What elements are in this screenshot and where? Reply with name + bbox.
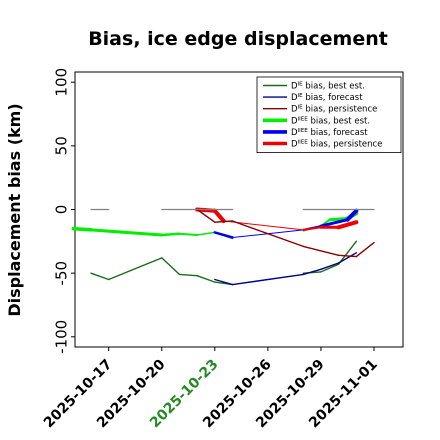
legend-entry-label: DIE bias, best est.: [291, 82, 365, 92]
series-3-segment: [319, 218, 349, 228]
legend-entry-superscript: IIEE: [298, 140, 309, 146]
y-tick-label: 0: [52, 205, 70, 215]
series-0-segment: [196, 231, 216, 236]
series-6-segment: [90, 272, 110, 281]
legend-entry-superscript: IE: [298, 82, 304, 88]
legend: DIE bias, best est.DIE bias, forecastDIE…: [256, 76, 402, 153]
series-6-segment: [161, 257, 181, 276]
series-0-segment: [178, 232, 199, 236]
series-7-segment: [320, 263, 340, 273]
legend-entry-text: bias, forecast: [303, 93, 364, 103]
y-axis-label: Displacement bias (km): [5, 103, 24, 316]
series-6-segment: [107, 257, 163, 281]
legend-box: [256, 76, 402, 153]
series-8-segment: [337, 252, 357, 264]
y-tick-label: 100: [52, 68, 70, 97]
legend-entry-superscript: IE: [298, 105, 304, 111]
legend-entry-label: DIIEE bias, forecast: [291, 128, 368, 138]
legend-entry-base: D: [291, 82, 298, 92]
legend-entry-text: bias, persistence: [308, 140, 383, 150]
legend-entry-text: bias, persistence: [303, 105, 378, 115]
series-8-segment: [302, 268, 322, 276]
legend-entry-superscript: IIEE: [298, 128, 309, 134]
series-8-segment: [320, 262, 340, 270]
legend-entry-base: D: [291, 105, 298, 115]
chart-title: Bias, ice edge displacement: [88, 28, 388, 50]
series-0-segment: [71, 226, 93, 232]
series-4-segment: [212, 208, 226, 223]
series-2-segment: [213, 231, 234, 239]
legend-entry-text: bias, best est.: [303, 82, 365, 92]
series-5-segment: [302, 226, 322, 231]
series-1-segment: [328, 216, 349, 222]
series-9-segment: [337, 254, 357, 258]
series-8-segment: [214, 278, 234, 286]
legend-entry-base: D: [291, 116, 298, 126]
y-tick-label: -50: [52, 261, 70, 286]
series-9-segment: [196, 208, 216, 223]
legend-entry-label: DIE bias, persistence: [291, 105, 377, 115]
legend-entry-text: bias, best est.: [308, 116, 370, 126]
y-ticks: 100 50 0 -50 -100: [52, 68, 75, 354]
x-ticks: 2025-10-172025-10-202025-10-232025-10-26…: [41, 347, 381, 431]
series-9-segment: [231, 220, 304, 248]
series-0-segment: [160, 232, 181, 237]
series-7-segment: [337, 240, 357, 265]
series-9-segment: [302, 245, 340, 257]
series-layer: [71, 207, 375, 286]
legend-entry-superscript: IIEE: [298, 116, 309, 122]
legend-entry-label: DIIEE bias, best est.: [291, 116, 370, 126]
series-6-segment: [196, 275, 216, 283]
legend-entry-label: DIE bias, forecast: [291, 93, 363, 103]
y-tick-label: -100: [52, 320, 70, 354]
legend-entry-base: D: [291, 93, 298, 103]
series-5-segment: [336, 220, 359, 230]
series-0-segment: [89, 228, 164, 237]
legend-entry-text: bias, forecast: [308, 128, 369, 138]
legend-entry-superscript: IE: [298, 93, 304, 99]
legend-entry-base: D: [291, 140, 298, 150]
series-9-segment: [355, 241, 375, 258]
y-tick-label: 50: [52, 136, 70, 155]
series-9-segment: [214, 220, 234, 223]
legend-entry-base: D: [291, 128, 298, 138]
series-8-segment: [231, 273, 304, 286]
legend-entry-label: DIIEE bias, persistence: [291, 140, 382, 150]
series-6-segment: [178, 273, 198, 277]
series-3-segment: [345, 208, 359, 222]
